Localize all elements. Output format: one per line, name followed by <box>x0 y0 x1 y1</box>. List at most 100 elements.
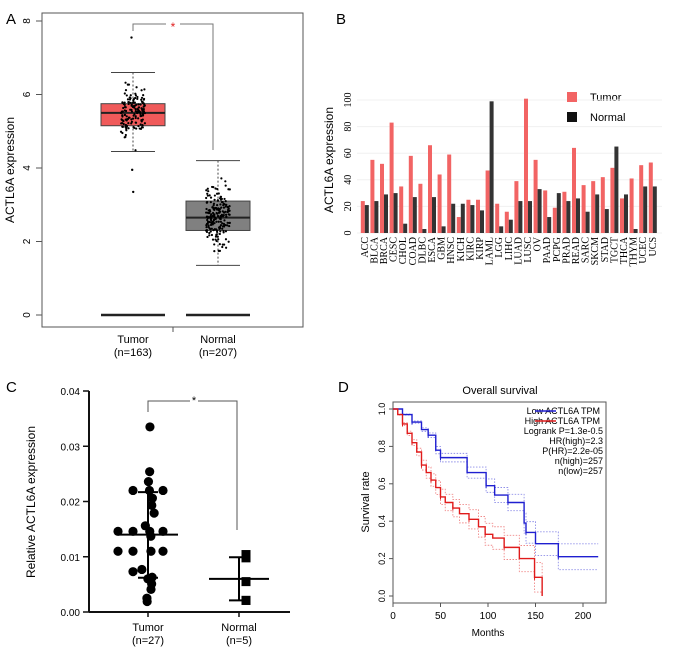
a-jitter-point <box>123 113 126 117</box>
b-bar-tumor <box>418 183 423 233</box>
a-jitter-point <box>216 204 219 207</box>
a-jitter-point <box>214 217 217 220</box>
a-jitter-point <box>134 94 138 97</box>
a-jitter-point <box>130 122 133 125</box>
a-jitter-point <box>128 96 131 99</box>
b-bar-normal <box>432 197 436 233</box>
a-jitter-point <box>122 106 125 110</box>
b-bar-tumor <box>552 207 557 233</box>
a-jitter-point <box>206 192 209 195</box>
c-x-tick-normal: Normal <box>221 622 256 634</box>
c-data-point <box>113 546 123 556</box>
b-x-tick-label: LUSC <box>523 237 534 263</box>
a-jitter-point <box>143 122 147 125</box>
a-jitter-point <box>136 97 139 100</box>
b-bar-normal <box>441 226 446 233</box>
a-jitter-point <box>228 224 231 228</box>
c-x-n-tumor: (n=27) <box>132 635 164 647</box>
b-bar-normal <box>624 194 628 233</box>
a-jitter-point <box>141 124 144 127</box>
b-bar-tumor <box>591 181 596 233</box>
b-bar-normal <box>585 211 590 233</box>
a-jitter-point <box>124 133 127 137</box>
a-jitter-point <box>128 116 131 119</box>
b-y-tick-label: 0 <box>343 231 354 236</box>
a-jitter-point <box>224 180 227 183</box>
a-jitter-point <box>208 234 211 237</box>
a-y-tick-label: 4 <box>22 165 33 171</box>
b-bar-tumor <box>524 98 528 233</box>
c-y-axis-label: Relative ACTL6A expression <box>24 426 38 578</box>
b-x-tick-label: HNSC <box>446 237 457 264</box>
a-jitter-point <box>219 224 223 227</box>
a-jitter-point <box>222 206 226 209</box>
a-jitter-point <box>140 120 143 123</box>
b-x-tick-label: KIRP <box>475 237 486 260</box>
a-jitter-point <box>142 98 145 101</box>
a-jitter-point <box>213 194 216 197</box>
a-jitter-point <box>215 192 219 195</box>
b-x-tick-label: THCA <box>619 236 630 264</box>
c-data-point <box>147 500 157 510</box>
c-x-n-normal: (n=5) <box>226 635 252 647</box>
d-x-axis-label: Months <box>472 628 505 639</box>
b-legend-swatch-tumor <box>567 92 577 102</box>
a-outlier-point <box>132 190 135 194</box>
a-jitter-point <box>129 94 132 97</box>
c-data-point <box>145 422 155 432</box>
a-jitter-point <box>206 218 209 222</box>
b-x-tick-label: ESCA <box>427 236 438 262</box>
b-x-tick-label: UCS <box>648 237 659 256</box>
a-jitter-point <box>216 187 219 191</box>
a-jitter-point <box>209 196 213 199</box>
b-bar-tumor <box>360 201 365 233</box>
b-bar-tumor <box>581 185 586 233</box>
b-bar-tumor <box>495 203 500 233</box>
a-jitter-point <box>226 224 229 227</box>
b-x-tick-label: CHOL <box>398 237 409 264</box>
a-jitter-point <box>140 98 143 101</box>
a-jitter-point <box>212 214 215 217</box>
a-jitter-point <box>142 108 145 111</box>
b-bar-tumor <box>648 162 653 233</box>
b-bar-normal <box>422 229 427 233</box>
d-legend-low: Low ACTL6A TPM <box>527 406 600 416</box>
c-bracket <box>147 400 190 412</box>
a-jitter-point <box>205 211 208 214</box>
a-jitter-point <box>220 177 223 180</box>
a-jitter-point <box>134 116 137 120</box>
b-x-tick-label: PAAD <box>542 237 553 263</box>
a-jitter-point <box>123 103 126 107</box>
c-data-point <box>158 546 168 556</box>
b-x-tick-label: CESC <box>389 237 400 262</box>
a-jitter-point <box>205 196 208 200</box>
a-jitter-point <box>213 222 216 225</box>
b-x-tick-label: BLCA <box>369 236 380 263</box>
b-bar-normal <box>508 219 513 233</box>
a-jitter-point <box>208 227 211 230</box>
c-data-point <box>158 485 168 496</box>
a-jitter-point <box>221 245 224 249</box>
a-jitter-point <box>223 197 226 201</box>
a-jitter-point <box>125 119 128 122</box>
a-jitter-point <box>209 214 212 218</box>
a-jitter-point <box>206 235 209 239</box>
a-jitter-point <box>121 115 124 118</box>
a-jitter-point <box>209 201 212 204</box>
a-jitter-point <box>207 190 210 193</box>
b-bar-normal <box>633 229 638 233</box>
c-data-point <box>146 584 156 594</box>
b-x-tick-label: PRAD <box>561 237 572 264</box>
a-jitter-point <box>221 243 224 246</box>
a-jitter-point <box>136 95 139 99</box>
a-jitter-point <box>227 240 230 243</box>
b-x-tick-label: BRCA <box>379 236 390 264</box>
b-x-tick-label: TGCT <box>609 237 620 263</box>
a-jitter-point <box>140 100 144 103</box>
b-bar-normal <box>460 203 465 233</box>
d-annotation-logrank: Logrank P=1.3e-0.5 <box>524 426 603 436</box>
a-jitter-point <box>210 223 213 226</box>
a-jitter-point <box>132 126 135 129</box>
a-jitter-point <box>130 110 134 113</box>
